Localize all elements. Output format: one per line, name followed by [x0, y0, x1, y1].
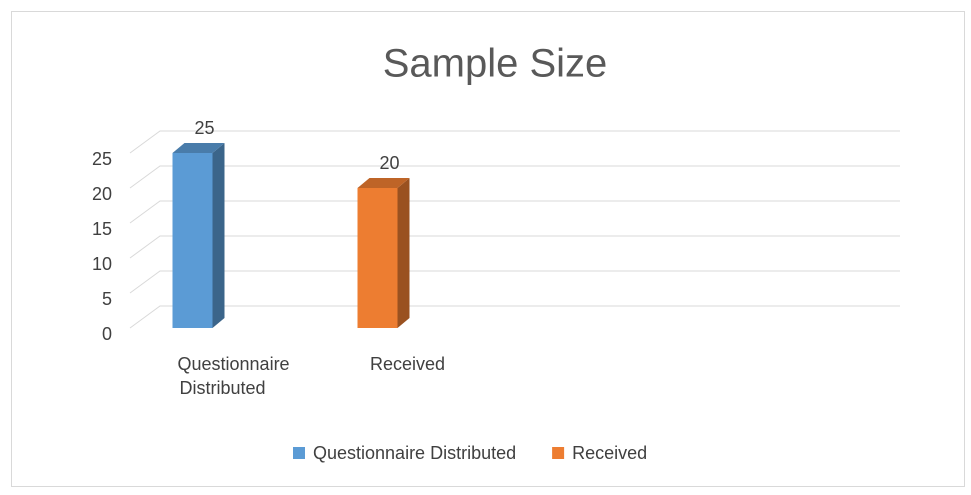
grid-line: [129, 270, 900, 294]
bar-side: [212, 143, 225, 328]
grid-line: [129, 130, 900, 154]
y-tick-label: 25: [92, 149, 112, 169]
bar: [172, 143, 225, 328]
grid-line: [129, 200, 900, 224]
x-tick-label-box: Received: [369, 354, 446, 374]
bar-top: [172, 143, 225, 153]
bar-front: [357, 188, 398, 328]
legend-label: Received: [572, 443, 647, 463]
y-tick-label: 15: [92, 219, 112, 239]
grid-line: [129, 165, 900, 189]
grid-line: [129, 235, 900, 259]
grid-line: [129, 305, 900, 329]
legend-swatch: [552, 447, 565, 459]
chart-title: Sample Size: [383, 42, 608, 86]
legend-label: Questionnaire Distributed: [313, 443, 516, 463]
y-tick-label: 0: [102, 324, 112, 344]
x-tick-label-box: Questionnaire Distributed: [177, 354, 290, 398]
data-label: 25: [194, 118, 214, 138]
bar: [357, 178, 410, 328]
bar-front: [172, 153, 213, 328]
data-label: 20: [379, 153, 399, 173]
y-tick-label: 20: [92, 184, 112, 204]
legend-swatch: [293, 447, 305, 459]
x-tick-label: Questionnaire Distributed: [177, 354, 290, 398]
y-tick-label: 10: [92, 254, 112, 274]
x-tick-label: Received: [369, 354, 446, 374]
y-tick-label: 5: [102, 289, 112, 309]
chart-border: [11, 11, 965, 487]
bar-side: [397, 178, 410, 328]
bar-top: [357, 178, 410, 188]
